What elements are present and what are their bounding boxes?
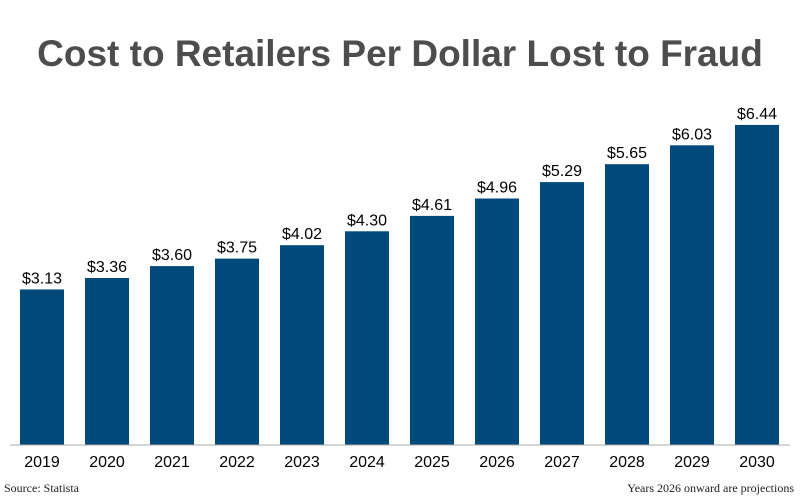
data-label-2019: $3.13 bbox=[22, 270, 62, 287]
bar-2027 bbox=[540, 182, 584, 445]
bar-2029 bbox=[670, 145, 714, 445]
x-tick-label-2027: 2027 bbox=[544, 454, 580, 471]
data-label-2023: $4.02 bbox=[282, 226, 322, 243]
projection-note: Years 2026 onward are projections bbox=[627, 481, 794, 495]
x-tick-label-2023: 2023 bbox=[284, 454, 320, 471]
x-tick-label-2024: 2024 bbox=[349, 454, 385, 471]
bar-2021 bbox=[150, 266, 194, 445]
data-labels-group: $3.13 $3.36 $3.60 $3.75 $4.02 $4.30 $4.61 $4.96… bbox=[22, 106, 777, 288]
data-label-2020: $3.36 bbox=[87, 259, 127, 276]
bar-2020 bbox=[85, 278, 129, 445]
x-tick-label-2028: 2028 bbox=[609, 454, 645, 471]
data-label-2022: $3.75 bbox=[217, 240, 257, 257]
x-tick-label-2022: 2022 bbox=[219, 454, 255, 471]
chart-title: Cost to Retailers Per Dollar Lost to Fra… bbox=[37, 33, 763, 74]
bar-2023 bbox=[280, 245, 324, 445]
data-label-2025: $4.61 bbox=[412, 197, 452, 214]
data-label-2021: $3.60 bbox=[152, 247, 192, 264]
bar-2022 bbox=[215, 258, 259, 445]
data-label-2027: $5.29 bbox=[542, 163, 582, 180]
x-tick-label-2030: 2030 bbox=[739, 454, 775, 471]
bar-2019 bbox=[20, 289, 64, 445]
x-tick-label-2029: 2029 bbox=[674, 454, 710, 471]
x-tick-label-2025: 2025 bbox=[414, 454, 450, 471]
bars-group bbox=[20, 124, 779, 445]
bar-2030 bbox=[735, 124, 779, 445]
bar-2028 bbox=[605, 164, 649, 445]
source-note: Source: Statista bbox=[4, 481, 79, 495]
x-tick-label-2026: 2026 bbox=[479, 454, 515, 471]
data-label-2024: $4.30 bbox=[347, 212, 387, 229]
x-tick-labels-group: 2019 2020 2021 2022 2023 2024 2025 2026 2027 2028… bbox=[24, 454, 775, 471]
data-label-2030: $6.44 bbox=[737, 106, 777, 123]
bar-2025 bbox=[410, 215, 454, 445]
x-tick-label-2020: 2020 bbox=[89, 454, 125, 471]
x-tick-label-2019: 2019 bbox=[24, 454, 60, 471]
data-label-2028: $5.65 bbox=[607, 145, 647, 162]
x-tick-label-2021: 2021 bbox=[154, 454, 190, 471]
data-label-2026: $4.96 bbox=[477, 179, 517, 196]
bar-2024 bbox=[345, 231, 389, 445]
data-label-2029: $6.03 bbox=[672, 126, 712, 143]
bar-2026 bbox=[475, 198, 519, 445]
